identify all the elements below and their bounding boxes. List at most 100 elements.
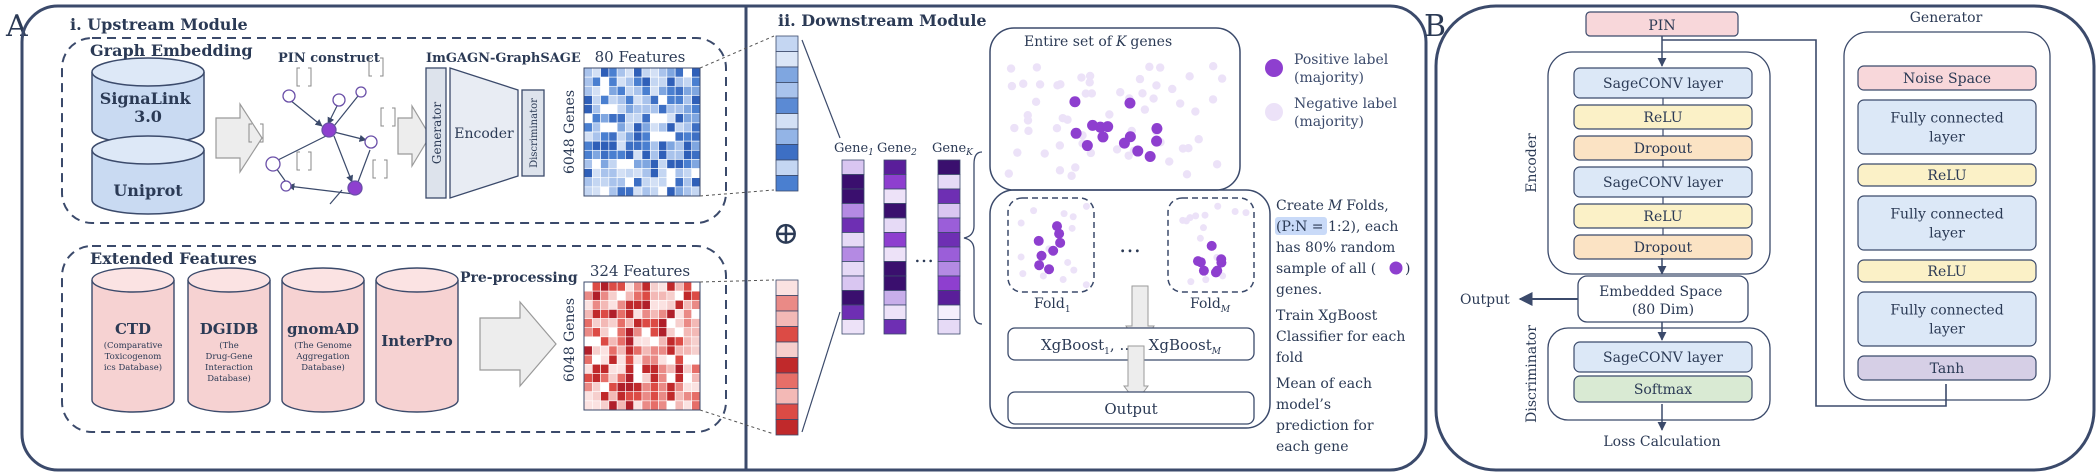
heatmap-cell	[608, 354, 618, 365]
gene-column-3-cell	[937, 217, 961, 233]
generator-layer-box	[1857, 65, 2037, 91]
heatmap-cell	[608, 140, 618, 151]
heatmap-cell	[633, 309, 643, 319]
heatmap-cell	[591, 177, 601, 188]
heatmap-cell	[666, 382, 676, 393]
heatmap-cell	[616, 363, 626, 374]
heatmap-cell	[600, 336, 610, 347]
heatmap-cell	[641, 85, 651, 96]
heatmap-cell	[608, 290, 618, 301]
negative-gene-dot	[1052, 124, 1062, 133]
heatmap-cell	[674, 354, 684, 365]
pin-network	[275, 95, 371, 205]
fold-1-label-name: Fold	[1034, 296, 1065, 312]
heatmap-cell	[591, 122, 601, 133]
heatmap-cell	[666, 336, 676, 347]
heatmap-cell	[649, 400, 659, 411]
heatmap-cell	[649, 345, 659, 356]
generator-layer-label: ReLU	[1927, 264, 1966, 280]
heatmap-cell	[691, 309, 701, 319]
discriminator-block	[521, 89, 545, 177]
heatmap-cell	[616, 149, 626, 160]
gene-label-2-sub: 2	[910, 148, 917, 158]
positive-gene-dot	[1054, 228, 1065, 239]
heatmap-cell	[649, 336, 659, 347]
heatmap-cell	[583, 400, 593, 411]
extended-feature-column	[775, 279, 799, 436]
positive-gene-dot	[1212, 265, 1223, 276]
gene-set-title-k: K	[1115, 34, 1128, 50]
red-column-cell	[775, 403, 799, 420]
heatmap-cell	[641, 159, 651, 169]
positive-gene-dot	[1087, 119, 1099, 131]
heatmap-cell	[658, 299, 668, 310]
negative-gene-dot	[1124, 151, 1133, 160]
xgboost-subm: M	[1211, 347, 1222, 357]
positive-gene-dot	[1034, 260, 1045, 271]
heatmap-cell	[641, 382, 651, 393]
heatmap-cell	[641, 177, 651, 188]
heatmap-cell	[666, 95, 676, 105]
discriminator-layer-box	[1573, 375, 1753, 403]
negative-gene-dot	[1182, 170, 1192, 179]
output-box-a	[1007, 391, 1255, 425]
red-column-cell	[775, 310, 799, 327]
negative-gene-dot	[1085, 71, 1095, 81]
negative-gene-dot	[1214, 202, 1222, 210]
legend-negative-text: Negative label (majority)	[1294, 96, 1402, 130]
negative-gene-dot	[1013, 148, 1022, 157]
heatmap-cell	[691, 67, 701, 78]
heatmap-cell	[633, 336, 643, 347]
heatmap-cell	[649, 131, 659, 142]
heatmap-cell	[691, 168, 701, 179]
preprocessing-label: Pre-processing	[460, 270, 578, 286]
gene-column-3-cell	[937, 246, 961, 262]
gene-brace	[963, 151, 983, 325]
column-fan-line-bottom	[801, 311, 841, 433]
database-top	[187, 267, 271, 293]
gene-label-1-name: Gene	[834, 141, 868, 156]
heatmap-cell	[641, 327, 651, 338]
heatmap-cell	[641, 299, 651, 310]
heatmap-cell	[616, 336, 626, 347]
heatmap-cell	[625, 373, 635, 383]
heatmap-cell	[658, 186, 668, 197]
fold-m-label-sub: M	[1220, 305, 1231, 315]
heatmap-cell	[658, 159, 668, 169]
generator-layer-box	[1857, 99, 2037, 155]
heatmap-cell	[649, 140, 659, 151]
heatmap-cell	[683, 336, 693, 347]
pin-label: PIN	[1648, 18, 1675, 34]
negative-gene-dot	[1145, 62, 1154, 72]
heatmap-cell	[608, 345, 618, 356]
heatmap-cell	[641, 290, 651, 301]
gene-column-3-cell	[937, 159, 961, 175]
blue-column-cell	[775, 97, 799, 114]
heatmap-cell	[683, 318, 693, 329]
heatmap-cell	[616, 382, 626, 393]
fold-m-box	[1167, 197, 1255, 293]
heatmap-cell	[583, 177, 593, 188]
heatmap-cell	[583, 327, 593, 338]
pin-vector-glyphs	[248, 57, 396, 179]
negative-gene-dot	[1105, 110, 1114, 119]
concat-symbol: ⊕	[773, 214, 800, 252]
negative-gene-dot	[1201, 211, 1209, 219]
heatmap-cell	[649, 95, 659, 105]
database-subtitle: (The Genome	[294, 340, 352, 351]
heatmap-cell	[633, 104, 643, 115]
heatmap-cell	[641, 104, 651, 115]
heatmap-cell	[658, 104, 668, 115]
heatmap-cell	[666, 104, 676, 115]
heatmap-cell	[608, 281, 618, 292]
heatmap-cell	[625, 336, 635, 347]
database-name: InterPro	[381, 332, 452, 350]
red-column-cell	[775, 372, 799, 389]
heatmap-cell	[583, 168, 593, 179]
legend-positive-text: Positive label (majority)	[1294, 52, 1393, 86]
gene-column-2-cell	[883, 217, 907, 233]
generator-layer-label: layer	[1929, 226, 1965, 242]
negative-gene-dot	[1070, 266, 1078, 274]
heatmap-cell	[641, 345, 651, 356]
